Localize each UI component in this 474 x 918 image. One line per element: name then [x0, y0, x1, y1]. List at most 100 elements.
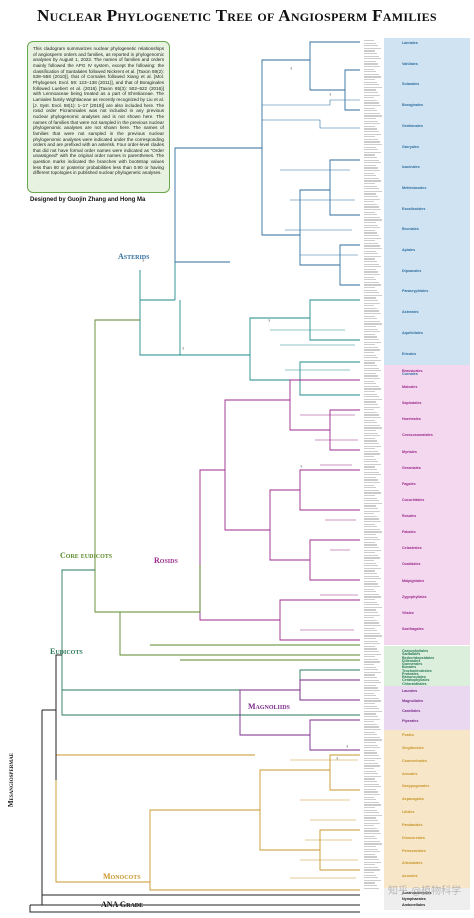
- family-tip-line: [364, 549, 382, 551]
- family-tip-line: [364, 149, 379, 151]
- family-tip-line: [364, 307, 377, 309]
- family-tip-line: [364, 50, 375, 52]
- family-tip-line: [364, 596, 381, 598]
- core-eudicots-branches: [94, 319, 360, 661]
- family-tip-line: [364, 357, 379, 359]
- order-label: Ericales: [402, 351, 417, 356]
- order-label: Vahliales: [402, 61, 418, 66]
- family-tip-line: [364, 830, 379, 832]
- family-tip-line: [364, 599, 375, 601]
- family-tip-line: [364, 760, 376, 762]
- family-tip-line: [364, 128, 377, 130]
- family-tip-line: [364, 627, 376, 629]
- order-label: Canellales: [402, 709, 421, 713]
- family-tip-line: [364, 557, 380, 559]
- family-tip-line: [364, 255, 381, 257]
- family-tip-line: [364, 851, 381, 853]
- order-label: Ranunculales: [402, 675, 426, 680]
- family-tip-line: [364, 268, 376, 270]
- order-label: Huerteales: [402, 417, 421, 422]
- family-tip-line: [364, 222, 376, 224]
- family-tip-line: [364, 474, 382, 476]
- family-tip-line: [364, 869, 380, 871]
- order-label: Petrosaviales: [402, 848, 426, 853]
- order-label: Oxalidales: [402, 562, 421, 567]
- rosids-branches: [199, 379, 360, 641]
- family-tip-line: [364, 645, 375, 647]
- family-tip-line: [364, 227, 381, 229]
- family-tip-line: [364, 757, 382, 759]
- family-tip-line: [364, 242, 378, 244]
- family-tip-line: [364, 313, 381, 315]
- family-tip-line: [364, 695, 377, 697]
- svg-text:?: ?: [142, 258, 145, 263]
- family-tip-line: [364, 658, 378, 660]
- clade-label-monocots: Monocots: [103, 872, 141, 881]
- family-tip-line: [364, 131, 379, 133]
- svg-text:?: ?: [346, 744, 349, 749]
- family-tip-line: [364, 492, 381, 494]
- order-label: Commelinales: [402, 758, 428, 763]
- family-tip-line: [364, 136, 376, 138]
- order-label: Dipsacales: [402, 268, 422, 273]
- family-tip-line: [364, 211, 376, 213]
- family-tip-line: [364, 118, 376, 120]
- family-tip-line: [364, 315, 376, 317]
- svg-text:?: ?: [329, 92, 332, 97]
- family-tip-line: [364, 523, 376, 525]
- page-title: Nuclear Phylogenetic Tree of Angiosperm …: [37, 6, 437, 25]
- order-label: Malvales: [402, 385, 418, 390]
- family-tip-line: [364, 690, 380, 692]
- family-tip-line: [364, 183, 375, 185]
- family-tip-line: [364, 198, 381, 200]
- family-tip-line: [364, 510, 381, 512]
- family-tip-line: [364, 266, 382, 268]
- family-tip-line: [364, 73, 379, 75]
- family-tip-line: [364, 723, 377, 725]
- family-tip-line: [364, 339, 379, 341]
- order-label: Zingiberales: [402, 745, 424, 750]
- family-tip-line: [364, 495, 375, 497]
- family-tip-line: [364, 814, 382, 816]
- family-tip-line: [364, 45, 379, 47]
- family-tip-line: [364, 336, 377, 338]
- family-tip-line: [364, 614, 381, 616]
- family-tip-line: [364, 726, 379, 728]
- family-tip-line: [364, 570, 375, 572]
- family-tip-line: [364, 705, 378, 707]
- family-tip-line: [364, 188, 380, 190]
- family-tip-line: [364, 835, 376, 837]
- family-tip-line: [364, 281, 379, 283]
- monocots-branches: [55, 754, 360, 891]
- family-tip-line: [364, 323, 382, 325]
- family-tip-line: [364, 157, 377, 159]
- family-tip-line: [364, 237, 382, 239]
- family-tip-line: [364, 430, 376, 432]
- family-tip-line: [364, 79, 375, 81]
- family-tip-line: [364, 300, 378, 302]
- family-tip-line: [364, 697, 379, 699]
- family-tip-line: [364, 656, 376, 658]
- order-label: Nymphaeales: [402, 897, 426, 901]
- family-tip-line: [364, 713, 376, 715]
- family-tip-line: [364, 528, 380, 530]
- family-tip-line: [364, 175, 377, 177]
- family-tip-line: [364, 305, 375, 307]
- order-label: Amborellales: [402, 903, 426, 907]
- family-tip-line: [364, 318, 378, 320]
- order-label: Rosales: [402, 514, 417, 519]
- family-tip-line: [364, 409, 375, 411]
- family-tip-line: [364, 253, 379, 255]
- family-tip-line: [364, 721, 375, 723]
- family-tip-line: [364, 877, 379, 879]
- magnoliid-orders-panel: [384, 686, 470, 730]
- family-tip-line: [364, 125, 375, 127]
- family-tip-line: [364, 146, 377, 148]
- family-tip-line: [364, 471, 380, 473]
- family-tip-line: [364, 292, 380, 294]
- family-tip-line: [364, 648, 377, 650]
- family-tip-line: [364, 632, 380, 634]
- family-tip-line: [364, 76, 381, 78]
- family-tip-line: [364, 245, 380, 247]
- family-tip-line: [364, 518, 379, 520]
